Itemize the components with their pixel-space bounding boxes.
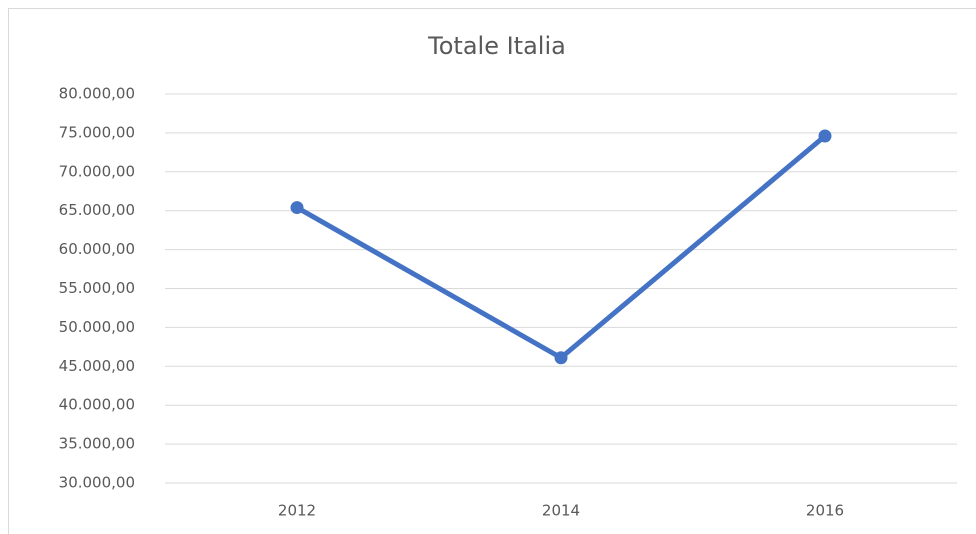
y-tick-label: 80.000,00 [59,85,135,103]
y-tick-label: 50.000,00 [59,318,135,336]
x-tick-label: 2016 [806,502,844,520]
y-tick-label: 55.000,00 [59,279,135,297]
series-line [295,134,827,361]
data-point [818,129,832,143]
chart-title: Totale Italia [427,32,566,60]
data-point [554,351,568,365]
y-tick-label: 40.000,00 [59,396,135,414]
x-tick-label: 2014 [542,502,580,520]
y-tick-label: 35.000,00 [59,435,135,453]
y-tick-label: 75.000,00 [59,123,135,141]
y-tick-label: 65.000,00 [59,201,135,219]
data-point [290,201,304,215]
y-tick-label: 45.000,00 [59,357,135,375]
y-tick-label: 60.000,00 [59,240,135,258]
chart-border [8,8,976,534]
x-tick-label: 2012 [278,502,316,520]
y-tick-label: 70.000,00 [59,162,135,180]
y-tick-label: 30.000,00 [59,474,135,492]
